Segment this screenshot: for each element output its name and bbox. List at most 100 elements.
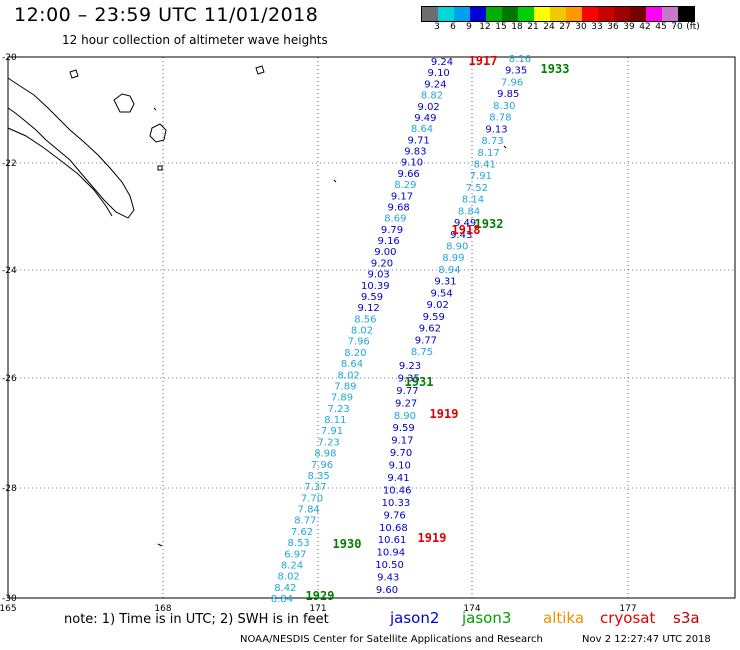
legend-s3a: s3a xyxy=(673,609,700,627)
lat-tick-label: -30 xyxy=(2,594,17,604)
lon-tick-label: 174 xyxy=(463,604,480,614)
wave-height-value: 8.11 xyxy=(324,415,346,426)
colorbar-swatch xyxy=(582,7,598,21)
wave-height-value: 9.35 xyxy=(505,66,527,77)
lat-tick-label: -26 xyxy=(2,374,17,384)
wave-height-value: 9.85 xyxy=(497,89,519,100)
coastline xyxy=(7,65,507,547)
wave-height-value: 8.94 xyxy=(438,265,460,276)
wave-height-value: 7.96 xyxy=(311,460,333,471)
lon-tick-label: 177 xyxy=(619,604,636,614)
wave-height-value: 9.17 xyxy=(391,436,413,447)
new-caledonia-reef xyxy=(7,127,113,217)
pass-time-label: 1932 xyxy=(475,217,504,231)
wave-height-value: 10.46 xyxy=(383,485,412,496)
page-title: 12:00 – 23:59 UTC 11/01/2018 xyxy=(14,4,319,26)
wave-height-value: 9.60 xyxy=(376,585,398,596)
map-grid xyxy=(7,56,736,599)
credit-line: NOAA/NESDIS Center for Satellite Applica… xyxy=(240,634,543,645)
wave-height-value: 8.24 xyxy=(281,560,303,571)
wave-height-value: 10.33 xyxy=(382,498,411,509)
wave-height-value: 8.69 xyxy=(384,214,406,225)
wave-height-value: 7.84 xyxy=(298,505,320,516)
wave-height-value: 9.79 xyxy=(381,225,403,236)
wave-height-value: 9.41 xyxy=(387,473,409,484)
wave-height-value: 8.53 xyxy=(288,538,310,549)
colorbar-label: 39 xyxy=(623,22,635,32)
wave-height-value: 9.54 xyxy=(430,288,452,299)
wave-height-value: 8.20 xyxy=(344,348,366,359)
colorbar-swatch xyxy=(550,7,566,21)
wave-height-value: 8.84 xyxy=(458,206,480,217)
islet-3 xyxy=(153,107,157,111)
wave-height-value: 9.49 xyxy=(454,218,476,229)
islet-4 xyxy=(157,543,163,547)
wave-height-value: 7.89 xyxy=(331,393,353,404)
wave-height-value: 9.70 xyxy=(390,448,412,459)
wave-height-value: 8.17 xyxy=(478,148,500,159)
islet-1 xyxy=(255,65,265,75)
wave-height-value: 7.52 xyxy=(466,183,488,194)
wave-height-value: 9.66 xyxy=(398,169,420,180)
colorbar-swatch xyxy=(422,7,438,21)
wave-height-value: 10.68 xyxy=(379,523,408,534)
wave-height-value: 9.31 xyxy=(434,277,456,288)
colorbar-label: 6 xyxy=(450,22,456,32)
colorbar-label: 30 xyxy=(575,22,587,32)
colorbar-swatch xyxy=(630,7,646,21)
wave-height-value: 9.83 xyxy=(404,147,426,158)
legend-altika: altika xyxy=(543,609,585,627)
wave-height-value: 8.99 xyxy=(442,253,464,264)
wave-height-value: 7.70 xyxy=(301,493,323,504)
colorbar-swatch xyxy=(678,7,694,21)
colorbar-swatch xyxy=(502,7,518,21)
wave-height-value: 7.23 xyxy=(318,437,340,448)
wave-height-value: 8.98 xyxy=(314,449,336,460)
wave-height-value: 8.77 xyxy=(294,516,316,527)
wave-height-value: 8.56 xyxy=(354,314,376,325)
colorbar-label: 15 xyxy=(495,22,507,32)
wave-height-value: 9.02 xyxy=(418,102,440,113)
loyalty-island-2 xyxy=(149,123,167,143)
pass-time-label: 1931 xyxy=(405,375,434,389)
lon-tick-label: 171 xyxy=(309,604,326,614)
wave-height-value: 9.03 xyxy=(368,270,390,281)
axis-labels: 165 168 171 174 177 -20 -22 -24 -26 -28 -30 xyxy=(0,53,637,614)
colorbar-label: 36 xyxy=(607,22,619,32)
wave-height-value: 10.94 xyxy=(377,548,406,559)
wave-height-value: 9.16 xyxy=(378,236,400,247)
legend-cryosat: cryosat xyxy=(600,609,656,627)
colorbar-label: 45 xyxy=(655,22,667,32)
wave-height-value: 8.64 xyxy=(411,124,433,135)
colorbar-swatch xyxy=(486,7,502,21)
colorbar-label: 9 xyxy=(466,22,472,32)
wave-height-value: 8.90 xyxy=(446,242,468,253)
colorbar-swatch xyxy=(470,7,486,21)
colorbar-label: 18 xyxy=(511,22,523,32)
footer-note: note: 1) Time is in UTC; 2) SWH is in fe… xyxy=(64,612,329,627)
wave-height-value: 7.91 xyxy=(321,426,343,437)
wave-height-value: 9.13 xyxy=(485,124,507,135)
wave-height-value: 10.50 xyxy=(375,560,404,571)
wave-height-value: 8.02 xyxy=(278,572,300,583)
wave-height-value: 7.96 xyxy=(501,77,523,88)
wave-height-value: 8.73 xyxy=(481,136,503,147)
colorbar-label: 12 xyxy=(479,22,491,32)
lat-tick-label: -24 xyxy=(2,266,17,276)
colorbar-swatch xyxy=(662,7,678,21)
colorbar-label: 3 xyxy=(434,22,440,32)
wave-height-value: 7.96 xyxy=(348,337,370,348)
wave-height-value: 8.02 xyxy=(351,326,373,337)
wave-height-value: 8.30 xyxy=(493,101,515,112)
colorbar-swatch xyxy=(534,7,550,21)
wave-height-value: 9.77 xyxy=(396,386,418,397)
wave-height-value: 9.24 xyxy=(431,57,453,68)
wave-height-value: 6.97 xyxy=(284,549,306,560)
colorbar-label: 27 xyxy=(559,22,571,32)
wave-height-value: 8.75 xyxy=(411,347,433,358)
satellite-tracks: 9.249.109.248.829.029.498.649.719.839.10… xyxy=(271,54,531,605)
islet-5 xyxy=(333,179,337,183)
wave-height-value: 8.14 xyxy=(462,195,484,206)
wave-height-value: 10.61 xyxy=(378,535,407,546)
islet-2 xyxy=(157,165,163,171)
